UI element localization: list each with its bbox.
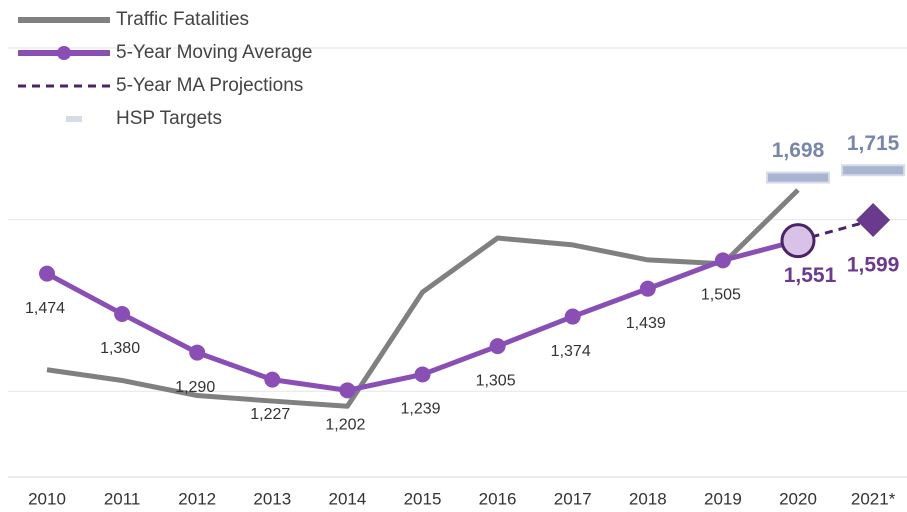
marker xyxy=(856,203,891,238)
value-label: 1,227 xyxy=(250,406,290,423)
legend-marker xyxy=(57,46,71,60)
x-tick-label: 2016 xyxy=(479,489,517,508)
value-label: 1,239 xyxy=(400,401,440,418)
value-label: 1,290 xyxy=(175,379,215,396)
series-line xyxy=(46,188,800,409)
marker xyxy=(714,252,731,269)
value-label: 1,380 xyxy=(100,340,140,357)
x-tick-label: 2019 xyxy=(704,489,742,508)
marker xyxy=(114,305,131,322)
marker xyxy=(564,308,581,325)
marker xyxy=(264,371,281,388)
value-label: 1,305 xyxy=(476,372,516,389)
x-tick-label: 2011 xyxy=(104,489,141,508)
legend-label: HSP Targets xyxy=(116,108,222,129)
value-label: 1,551 xyxy=(784,264,837,287)
target-bar xyxy=(766,171,830,184)
marker xyxy=(780,223,816,259)
legend-label: 5-Year Moving Average xyxy=(116,42,312,63)
value-label: 1,374 xyxy=(551,343,591,360)
x-tick-label: 2012 xyxy=(178,489,216,508)
x-tick-label: 2017 xyxy=(554,489,592,508)
x-tick-label: 2013 xyxy=(253,489,291,508)
marker xyxy=(414,366,431,383)
marker xyxy=(339,382,356,399)
x-tick-label: 2014 xyxy=(328,489,366,508)
legend-label: Traffic Fatalities xyxy=(116,9,249,30)
target-label: 1,715 xyxy=(847,132,900,155)
x-tick-label: 2020 xyxy=(779,489,817,508)
marker xyxy=(489,338,506,355)
value-label: 1,474 xyxy=(25,300,65,317)
x-tick-label: 2010 xyxy=(28,489,66,508)
marker xyxy=(39,265,55,282)
legend-swatch xyxy=(66,116,82,122)
x-tick-label: 2021* xyxy=(851,489,896,508)
value-label: 1,505 xyxy=(701,287,741,304)
value-label: 1,599 xyxy=(847,254,900,277)
target-label: 1,698 xyxy=(772,139,825,162)
value-label: 1,202 xyxy=(325,417,365,434)
marker xyxy=(639,280,656,297)
target-bar xyxy=(841,164,906,177)
x-tick-label: 2018 xyxy=(629,489,667,508)
value-label: 1,439 xyxy=(626,315,666,332)
legend-label: 5-Year MA Projections xyxy=(116,75,303,96)
marker xyxy=(189,344,206,361)
x-tick-label: 2015 xyxy=(404,489,442,508)
